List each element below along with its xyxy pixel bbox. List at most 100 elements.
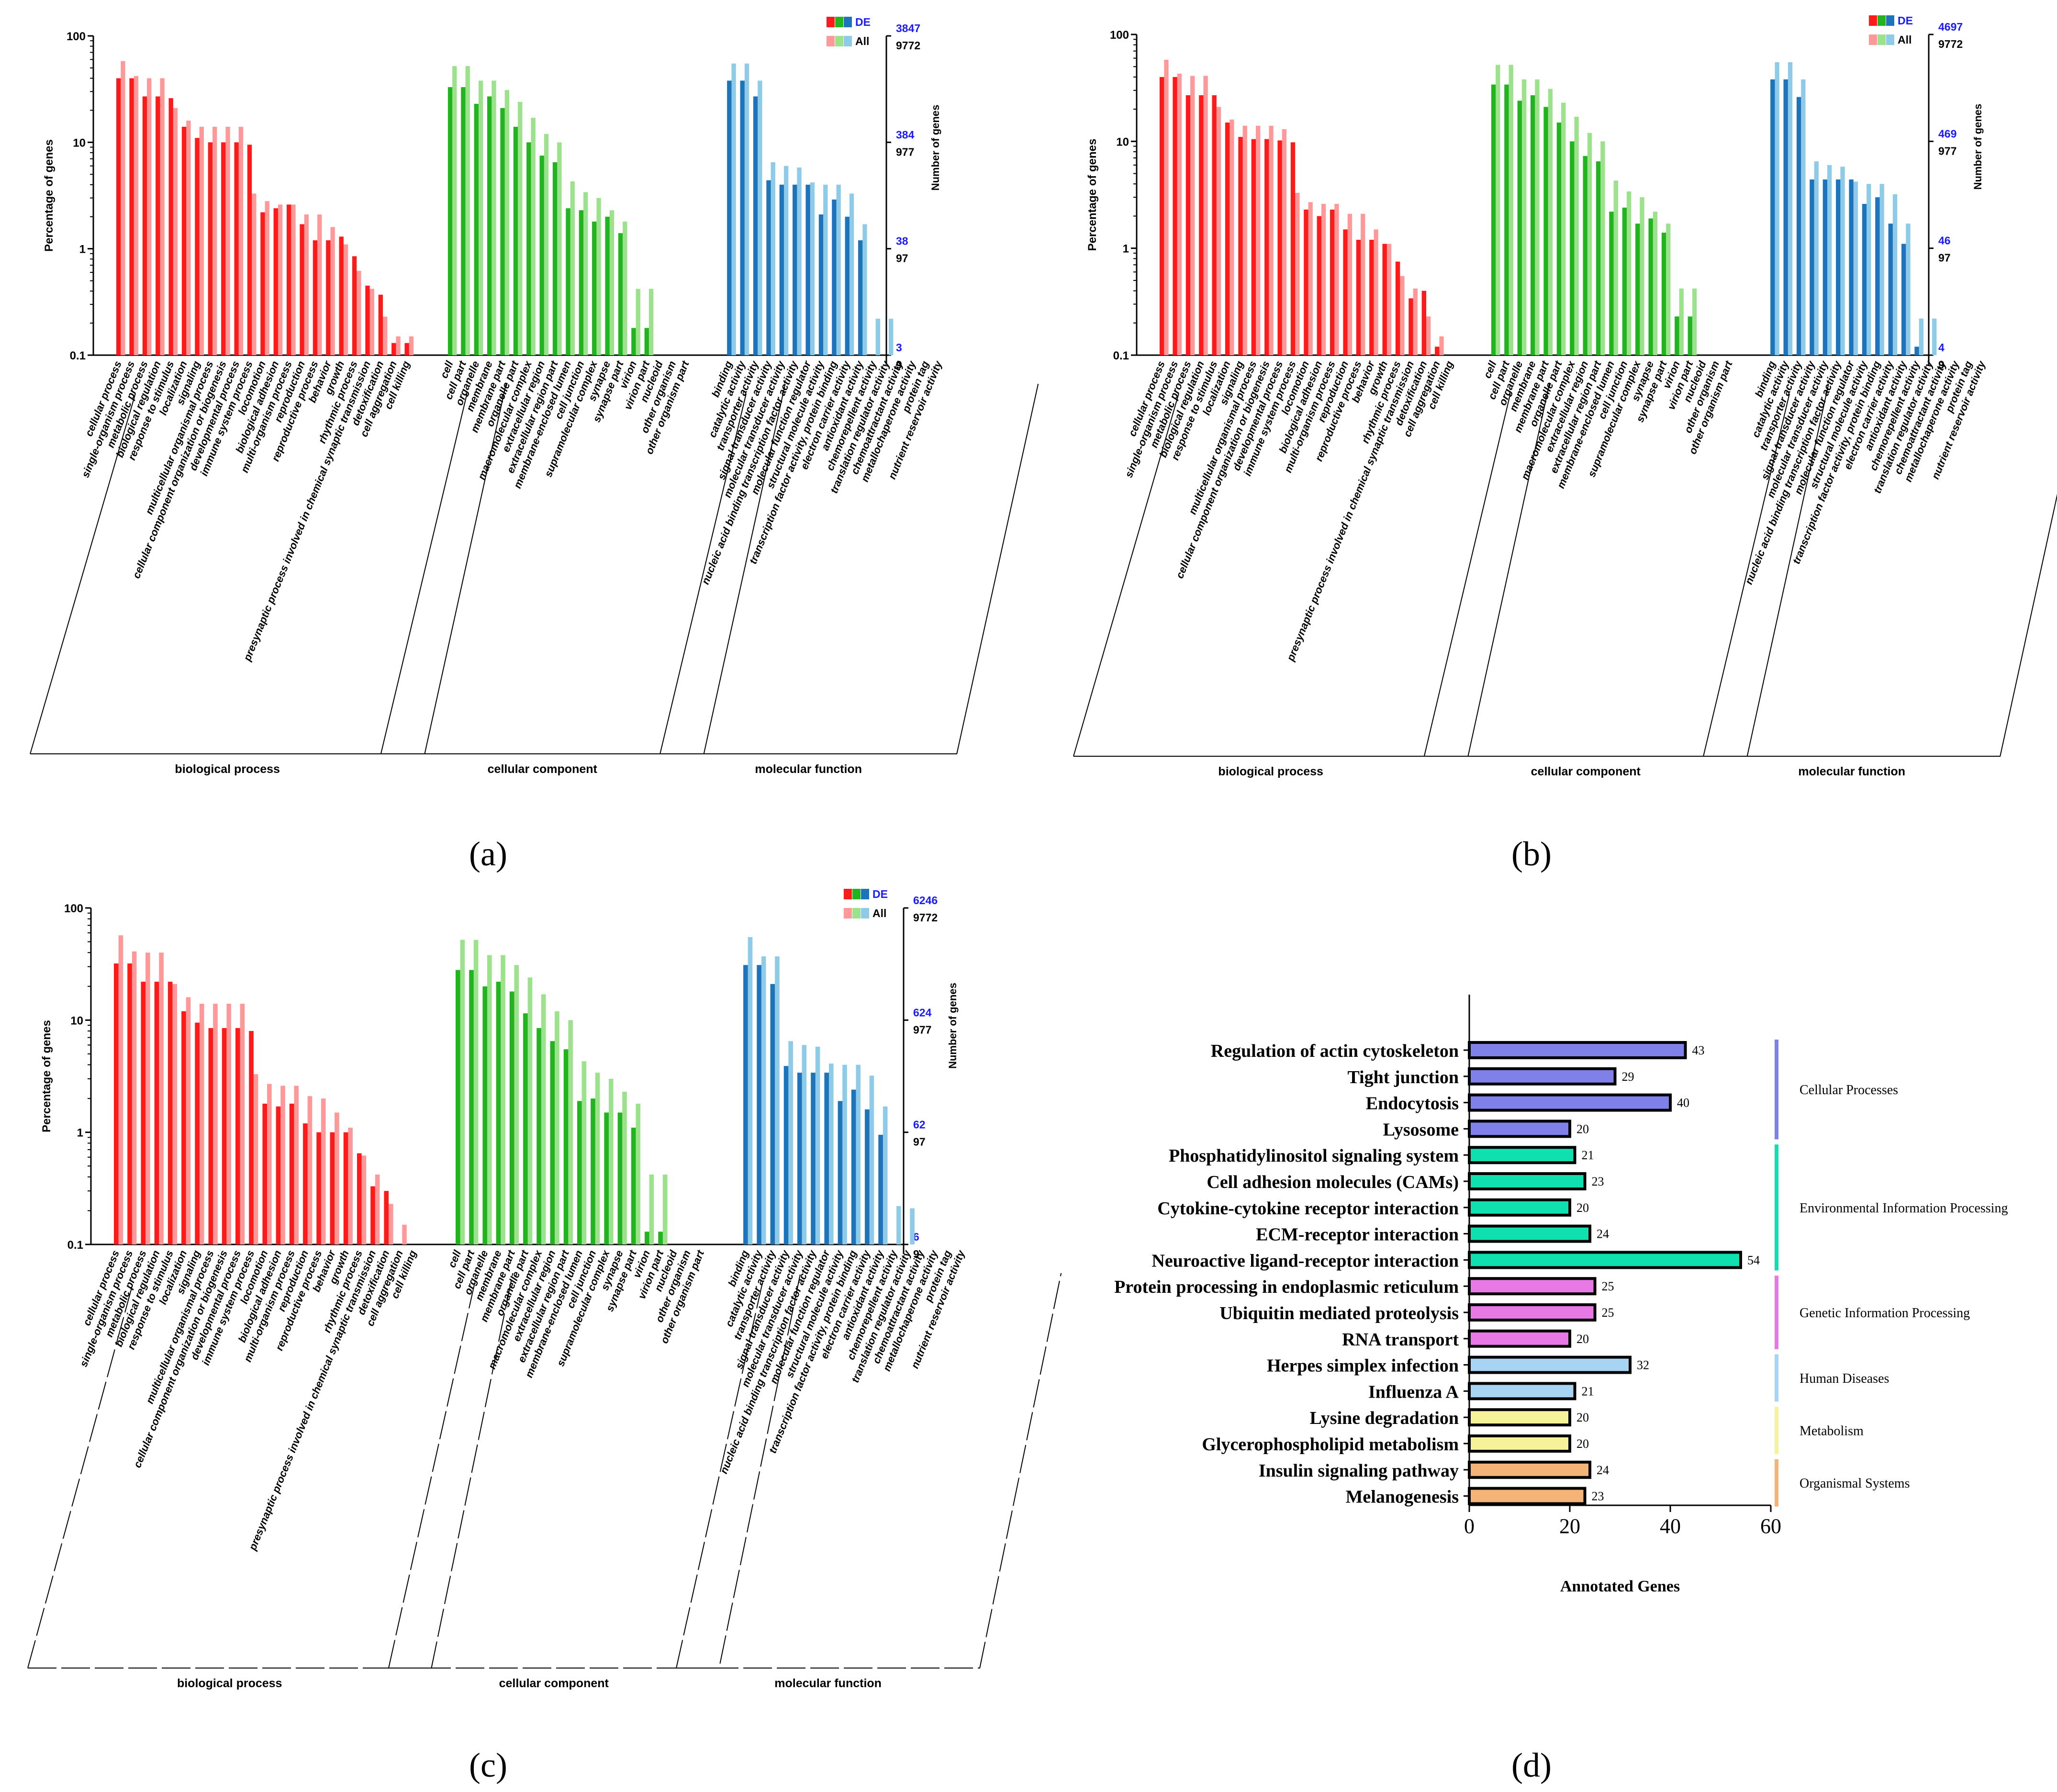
group-bracket-left — [380, 393, 468, 754]
pathway-label: RNA transport — [1342, 1330, 1459, 1350]
bar-all — [396, 336, 401, 355]
group-indicator — [1775, 1407, 1778, 1454]
bar-all — [1400, 276, 1405, 355]
bar-de — [1264, 139, 1269, 355]
all-count-label: 977 — [913, 1023, 931, 1036]
panel-label-d: (d) — [1511, 1746, 1552, 1784]
group-label: molecular function — [1798, 765, 1905, 778]
bar-de — [878, 1134, 883, 1244]
bar-all — [1361, 213, 1365, 355]
bar-value-label: 23 — [1592, 1175, 1604, 1188]
bar-all — [478, 80, 483, 356]
bar-all — [623, 221, 627, 355]
bar-de — [461, 87, 466, 355]
bar-all — [783, 166, 789, 355]
bar-all — [544, 134, 549, 355]
de-count-label: 46 — [1938, 235, 1951, 247]
all-count-label: 977 — [1938, 145, 1956, 157]
x-tick-label: 0 — [1464, 1514, 1475, 1538]
bar-de — [1251, 139, 1256, 355]
group-bracket-left — [1423, 393, 1511, 757]
group-indicator — [1775, 1276, 1778, 1349]
legend-swatch-all — [844, 36, 852, 46]
legend-label-de: DE — [855, 16, 871, 28]
bar-all — [501, 955, 505, 1244]
legend-swatch-de — [844, 889, 852, 899]
bar-all — [199, 126, 204, 355]
bar-de — [509, 991, 514, 1244]
bar-value-label: 24 — [1597, 1227, 1609, 1241]
bar-all — [595, 1073, 600, 1244]
bar-de — [1409, 298, 1413, 355]
bar-all — [1190, 76, 1195, 355]
bar-de — [339, 236, 344, 355]
kegg-bar — [1468, 1067, 1617, 1086]
y-tick-label: 10 — [1116, 135, 1129, 148]
bar-value-label: 20 — [1576, 1201, 1589, 1215]
bar-all — [862, 224, 867, 355]
y-tick-label: 100 — [1110, 29, 1129, 42]
bar-value-label: 25 — [1602, 1306, 1614, 1320]
bar-de — [141, 982, 146, 1244]
bar-all — [145, 952, 150, 1244]
bar-de — [539, 156, 544, 355]
bar-all — [1426, 316, 1431, 355]
bar-all — [1775, 62, 1779, 356]
kegg-bar — [1468, 1172, 1587, 1190]
kegg-bar — [1468, 1434, 1571, 1453]
bar-all — [321, 1098, 326, 1244]
bar-de — [326, 240, 331, 355]
bar-value-label: 23 — [1592, 1490, 1604, 1503]
group-indicator — [1775, 1040, 1778, 1140]
bar-de — [181, 126, 187, 355]
y-tick-label: 10 — [73, 136, 86, 149]
bar-all — [596, 198, 601, 355]
bar-de — [127, 963, 132, 1244]
bar-de — [851, 1089, 856, 1244]
all-count-label: 97 — [1938, 252, 1951, 264]
bar-de — [1212, 95, 1217, 355]
bar-de — [770, 984, 775, 1244]
pathway-label: Insulin signaling pathway — [1259, 1461, 1459, 1481]
group-indicator — [1775, 1144, 1778, 1271]
bar-de — [1395, 261, 1400, 355]
pathway-label: Neuroactive ligand-receptor interaction — [1151, 1251, 1459, 1271]
pathway-label: Endocytosis — [1366, 1094, 1459, 1114]
bar-de — [797, 1073, 802, 1244]
bar-de — [114, 963, 119, 1244]
panel-label-c: (c) — [469, 1746, 507, 1784]
bar-all — [465, 66, 470, 356]
bar-de — [618, 233, 623, 355]
bar-de — [365, 285, 370, 355]
y-tick-label: 0.1 — [1113, 349, 1129, 362]
bar-de — [195, 138, 200, 355]
bar-all — [226, 1004, 231, 1244]
bar-all — [662, 1174, 668, 1244]
bar-all — [160, 78, 165, 355]
bar-all — [389, 1204, 393, 1244]
legend-label-all: All — [872, 907, 886, 919]
bar-all — [330, 227, 335, 355]
bar-all — [238, 126, 244, 355]
bar-all — [1230, 119, 1234, 356]
group-label: Human Diseases — [1800, 1371, 1889, 1386]
legend-swatch-all — [1886, 34, 1894, 45]
bar-all — [280, 1086, 285, 1244]
bar-all — [291, 204, 296, 355]
bar-de — [1836, 179, 1841, 355]
bar-de — [273, 208, 278, 355]
bar-de — [779, 184, 784, 355]
pathway-label: Phosphatidylinositol signaling system — [1169, 1146, 1459, 1166]
bar-all — [1496, 65, 1500, 356]
bar-de — [1382, 244, 1387, 355]
bar-de — [537, 1028, 541, 1244]
pathway-label: Cytokine-cytokine receptor interaction — [1157, 1198, 1459, 1219]
pathway-label: Lysosome — [1383, 1120, 1459, 1140]
bar-de — [1369, 239, 1374, 355]
bar-all — [294, 1086, 299, 1244]
legend-swatch-all — [852, 908, 861, 918]
legend-label-de: DE — [872, 888, 888, 900]
bar-de — [832, 199, 837, 355]
pathway-label: Protein processing in endoplasmic reticu… — [1114, 1277, 1459, 1297]
de-count-label: 384 — [896, 128, 915, 141]
